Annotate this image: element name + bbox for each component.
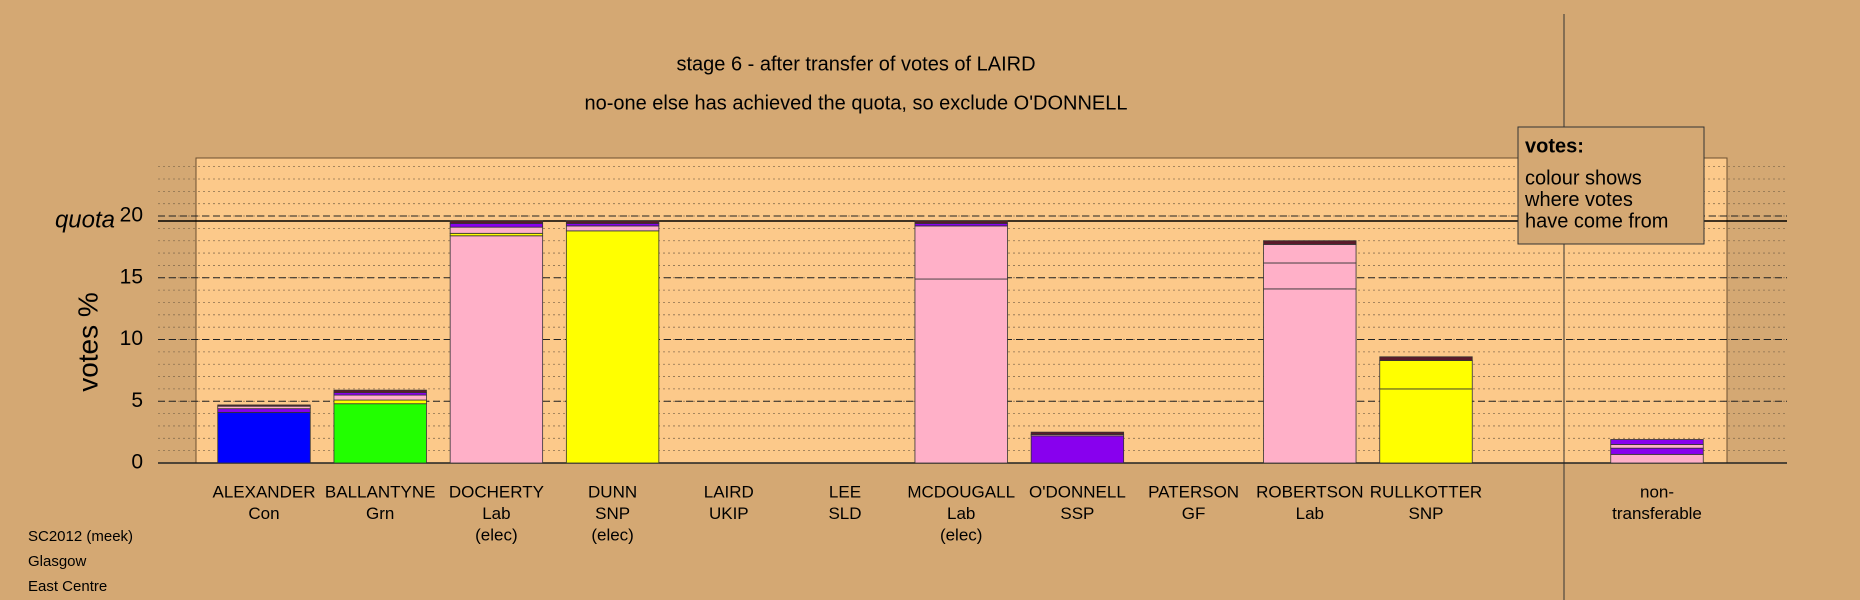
note-box [1517,126,1705,245]
x-tick-label: MCDOUGALL [907,482,1015,501]
bar-segment [1610,439,1704,445]
bar-segment [333,399,427,405]
y-tick-label: 20 [120,204,143,227]
x-tick-label: transferable [1612,504,1702,523]
bar-segment [333,389,427,394]
x-tick-label: Lab [1296,504,1324,523]
x-tick-label: Lab [482,504,510,523]
bar-segment [914,278,1008,464]
x-tick-label: O'DONNELL [1029,482,1126,501]
bar-segment [333,403,427,464]
y-tick-label: 10 [120,327,143,350]
quota-label: quota [55,206,115,233]
x-tick-label: LAIRD [704,482,754,501]
bar-segment [1263,240,1357,245]
x-tick-label: (elec) [475,525,518,544]
x-tick-label: SNP [1409,504,1444,523]
footer-text: East Centre [28,578,107,595]
chart-subtitle: no-one else has achieved the quota, so e… [584,92,1127,114]
bar-segment [914,220,1008,224]
bar-segment [217,404,311,407]
bar-segment [565,225,660,232]
footer-text: SC2012 (meek) [28,528,133,545]
y-axis-label: votes % [72,292,103,392]
bar-segment [449,235,544,464]
x-tick-label: PATERSON [1148,482,1239,501]
x-tick-label: Lab [947,504,975,523]
x-tick-label: GF [1182,504,1206,523]
x-tick-label: ALEXANDER [213,482,316,501]
chart-title: stage 6 - after transfer of votes of LAI… [676,53,1035,75]
y-tick-label: 15 [120,265,143,288]
bar-segment [565,220,660,224]
x-tick-label: UKIP [709,504,749,523]
footer-text: Glasgow [28,553,87,570]
bar-segment [333,394,427,401]
bar-segment [565,230,660,464]
x-tick-label: SLD [828,504,861,523]
x-tick-label: Con [248,504,279,523]
bar-segment [449,223,544,228]
x-tick-label: LEE [829,482,861,501]
bar-segment [1379,388,1473,464]
x-tick-label: (elec) [591,525,634,544]
bar-segment [449,226,544,234]
x-tick-label: DOCHERTY [449,482,544,501]
x-tick-label: SSP [1060,504,1094,523]
x-tick-label: ROBERTSON [1256,482,1363,501]
bar-segment [914,225,1008,280]
note-line: have come from [1525,210,1668,232]
note-line: colour shows [1525,167,1642,189]
y-tick-label: 5 [131,389,143,412]
bar-segment [1379,356,1473,361]
bar-segment [449,220,544,224]
note-title: votes: [1525,135,1584,157]
y-tick-label: 0 [131,451,143,474]
x-tick-label: BALLANTYNE [325,482,436,501]
bar-segment [1379,360,1473,390]
bar-segment [1610,453,1704,464]
x-tick-label: non- [1640,482,1674,501]
x-tick-label: SNP [595,504,630,523]
x-tick-label: Grn [366,504,394,523]
x-tick-label: DUNN [588,482,637,501]
bar-segment [1263,262,1357,290]
bar-segment [1030,431,1125,435]
bar-segment [217,411,311,464]
bar-segment [1610,447,1704,455]
bar-segment [1610,444,1704,449]
bar-segment [1263,244,1357,264]
bar-segment [217,408,311,413]
note-line: where votes [1524,189,1633,211]
x-tick-label: (elec) [940,525,983,544]
x-tick-label: RULLKOTTER [1370,482,1482,501]
bar-segment [1263,288,1357,464]
bar-segment [1030,435,1125,464]
